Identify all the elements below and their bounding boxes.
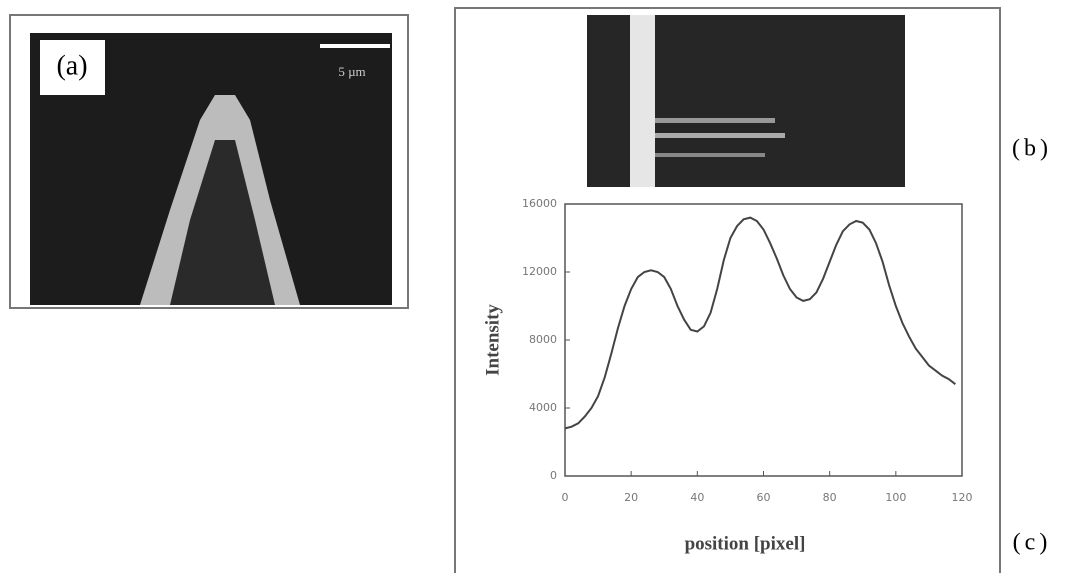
label-box [40, 40, 105, 95]
y-tick-label: 4000 [529, 401, 557, 414]
x-tick-label: 40 [690, 491, 704, 504]
x-tick-label: 60 [757, 491, 771, 504]
tip-core [170, 140, 275, 305]
x-axis-label: position [pixel] [685, 533, 806, 554]
panel-label: (c) [1013, 530, 1052, 556]
x-tick-label: 0 [562, 491, 569, 504]
y-tick-label: 8000 [529, 333, 557, 346]
data-line [564, 216, 956, 430]
streak [655, 133, 785, 138]
y-axis-label: Intensity [482, 304, 503, 376]
y-tick-label: 12000 [522, 265, 557, 278]
scale-text: 5 µm [338, 64, 365, 79]
bright-stripe [630, 15, 655, 187]
x-tick-label: 120 [952, 491, 973, 504]
streak [655, 118, 775, 123]
streak [655, 153, 765, 157]
panel-label: (b) [1012, 136, 1052, 162]
y-tick-label: 0 [550, 469, 557, 482]
x-tick-label: 100 [885, 491, 906, 504]
panel-label: (a) [56, 50, 87, 81]
x-tick-label: 80 [823, 491, 837, 504]
x-tick-label: 20 [624, 491, 638, 504]
y-tick-label: 16000 [522, 197, 557, 210]
